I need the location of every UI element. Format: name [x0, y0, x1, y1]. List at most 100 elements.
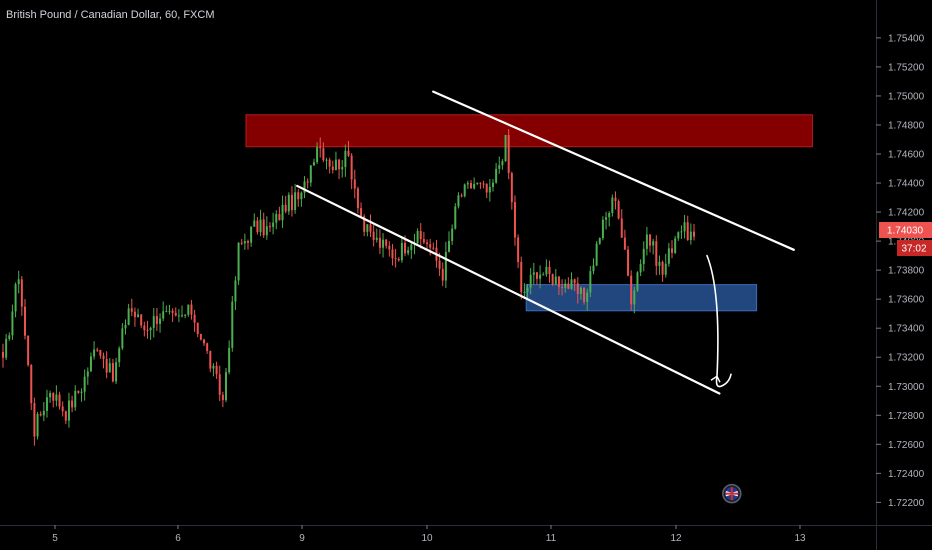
candle-body [567, 283, 570, 289]
candle-body [655, 241, 658, 266]
candle-body [498, 165, 501, 169]
candle [124, 319, 127, 335]
candle-body [303, 181, 306, 193]
candle-body [504, 135, 507, 162]
candle [554, 269, 557, 286]
candle-body [686, 222, 689, 241]
candle-body [535, 272, 538, 279]
candle [661, 260, 664, 282]
candle-body [551, 274, 554, 285]
candle [287, 192, 290, 215]
candle-body [426, 242, 429, 245]
candle [49, 390, 52, 403]
candle-body [225, 372, 228, 401]
supply-zone[interactable] [245, 114, 813, 148]
lower-channel-line[interactable] [296, 184, 721, 395]
candle [306, 178, 309, 189]
candle-body [130, 308, 133, 312]
candle-body [457, 195, 460, 207]
candle-body [140, 314, 143, 326]
candle-body [375, 237, 378, 240]
candle [297, 188, 300, 207]
candle-body [680, 231, 683, 233]
candle [658, 255, 661, 275]
candle [39, 411, 42, 417]
candle [61, 401, 64, 417]
candle [215, 361, 218, 379]
candle-body [309, 165, 312, 183]
candle [576, 277, 579, 304]
last-price-value: 1.74030 [887, 226, 924, 237]
candle [667, 242, 670, 267]
candle [290, 186, 293, 217]
price-axis[interactable]: 1.75400 1.75200 1.75000 1.74800 1.74600 1.744… [876, 33, 925, 509]
candle [52, 392, 55, 408]
candle-body [162, 311, 165, 319]
upper-channel-line[interactable] [432, 90, 795, 251]
candle [162, 301, 165, 322]
candle [633, 286, 636, 314]
candle [491, 179, 494, 192]
candle-body [108, 363, 111, 373]
candle [601, 216, 604, 241]
candle-body [592, 265, 595, 272]
projection-arrow[interactable] [706, 254, 732, 388]
candle-body [33, 403, 36, 437]
candle-body [491, 182, 494, 187]
candle-body [287, 194, 290, 212]
demand-zone[interactable] [525, 284, 758, 312]
candle [30, 364, 33, 410]
candle-body [554, 276, 557, 285]
candle-body [341, 167, 344, 170]
candle-body [605, 217, 608, 220]
candle [649, 234, 652, 253]
candle [385, 238, 388, 249]
candle-body [382, 239, 385, 248]
candle [67, 392, 70, 428]
candle-body [488, 186, 491, 193]
candle [118, 346, 121, 367]
candle-body [338, 159, 341, 170]
candle [187, 304, 190, 317]
time-axis[interactable]: 5 6 9 10 11 12 13 [52, 525, 806, 544]
candle [360, 202, 363, 217]
last-price-label: 1.74030 37:02 [879, 222, 932, 256]
candle [171, 308, 174, 323]
candle [231, 295, 234, 352]
candle-body [322, 148, 325, 161]
candle-body [448, 240, 451, 252]
candle-body [570, 279, 573, 289]
candle [27, 335, 30, 367]
projection-arrow-head [710, 375, 721, 383]
chart-title: British Pound / Canadian Dollar, 60, FXC… [6, 9, 215, 21]
candle-body [482, 183, 485, 185]
candle [45, 389, 48, 418]
time-tick-label: 12 [670, 533, 682, 544]
candle-body [598, 238, 601, 244]
candle-body [576, 283, 579, 294]
candle [262, 212, 265, 238]
candle [89, 352, 92, 372]
candle [689, 223, 692, 245]
candle [246, 239, 249, 250]
candle [203, 338, 206, 347]
candle [165, 305, 168, 313]
candle [130, 298, 133, 317]
candle-body [243, 241, 246, 244]
candle [303, 176, 306, 199]
candle-body [174, 312, 177, 316]
candle [513, 195, 516, 246]
candle-body [215, 365, 218, 375]
candle [284, 195, 287, 214]
candle [630, 270, 633, 311]
candle-body [265, 226, 268, 236]
candle [146, 320, 149, 339]
candle [504, 134, 507, 162]
candle-body [203, 339, 206, 344]
candle [121, 323, 124, 350]
candle-body [557, 276, 560, 287]
uk-flag-icon[interactable] [722, 483, 742, 504]
candle-body [177, 315, 180, 317]
candle-body [190, 304, 193, 315]
